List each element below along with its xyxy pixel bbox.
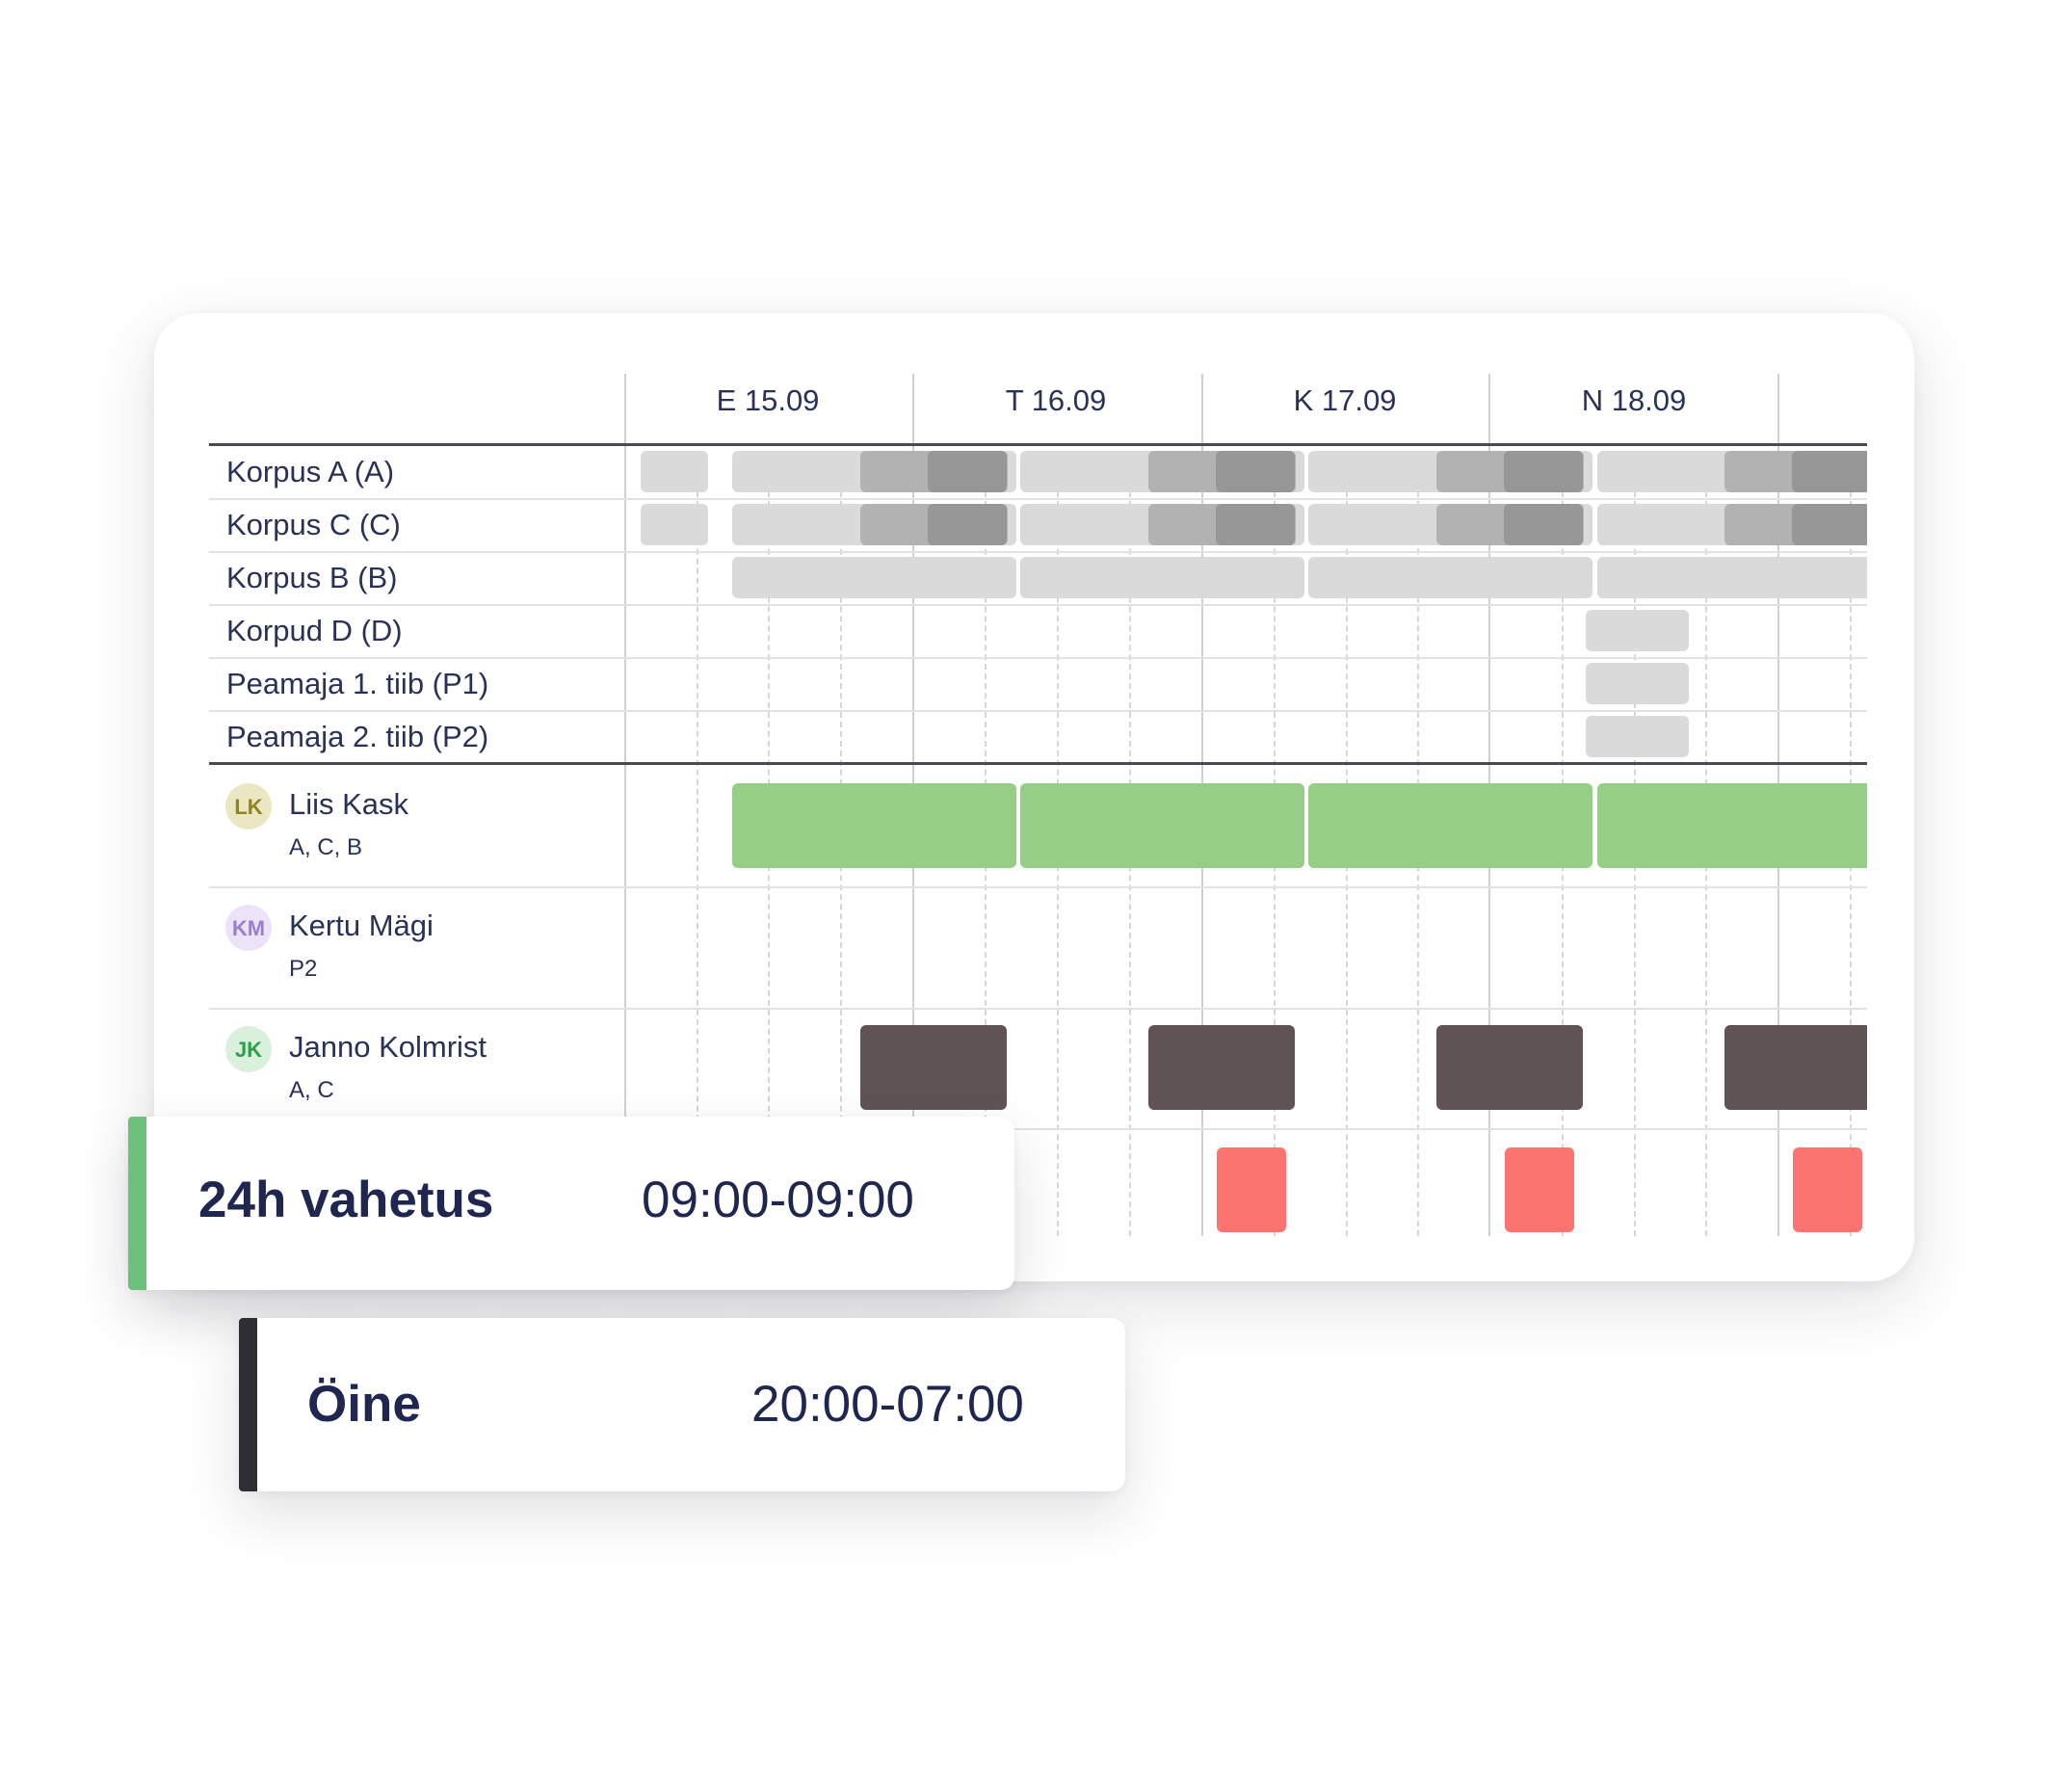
row-divider [209,604,1867,606]
day-header-tue[interactable]: T 16.09 [1005,383,1107,417]
row-divider [209,886,1867,888]
coverage-bar[interactable] [1586,716,1689,757]
header-divider [209,443,1867,446]
coverage-bar[interactable] [1792,504,1867,545]
schedule-grid [209,374,1867,1236]
location-label-c: Korpus C (C) [226,508,401,541]
employee-name[interactable]: Liis Kask [289,787,409,821]
day-header-mon[interactable]: E 15.09 [716,383,820,417]
hour-gridline [697,453,698,1236]
location-label-p2: Peamaja 2. tiib (P2) [226,720,489,753]
shift-block-night[interactable] [1724,1025,1867,1110]
section-divider [209,762,1867,765]
coverage-bar[interactable] [1792,451,1867,492]
row-divider [209,551,1867,553]
coverage-bar[interactable] [1586,610,1689,651]
shift-block-24h[interactable] [1597,783,1867,868]
coverage-bar[interactable] [1504,504,1583,545]
location-label-p1: Peamaja 1. tiib (P1) [226,667,489,700]
row-divider [209,1008,1867,1010]
employee-locations: A, C [289,1077,334,1103]
coverage-bar[interactable] [1597,557,1867,598]
shift-conflict-marker[interactable] [1793,1147,1862,1232]
shift-conflict-marker[interactable] [1217,1147,1286,1232]
coverage-bar[interactable] [928,451,1007,492]
location-label-d: Korpud D (D) [226,614,403,647]
coverage-bar[interactable] [1308,557,1592,598]
shift-color-marker [239,1318,257,1491]
avatar: JK [225,1026,272,1072]
row-divider [209,657,1867,659]
row-divider [209,1128,1867,1130]
coverage-bar[interactable] [928,504,1007,545]
coverage-bar[interactable] [1216,504,1295,545]
shift-type-card-night[interactable]: Öine 20:00-07:00 [239,1318,1125,1491]
coverage-bar[interactable] [1216,451,1295,492]
shift-block-night[interactable] [860,1025,1007,1110]
location-label-b: Korpus B (B) [226,561,398,594]
shift-block-24h[interactable] [1308,783,1592,868]
shift-color-marker [128,1117,146,1290]
location-label-a: Korpus A (A) [226,455,395,488]
shift-type-card-24h[interactable]: 24h vahetus 09:00-09:00 [128,1117,1014,1290]
avatar: KM [225,905,272,951]
day-header-thu[interactable]: N 18.09 [1581,383,1687,417]
shift-type-time: 09:00-09:00 [642,1172,914,1228]
coverage-bar[interactable] [732,557,1016,598]
shift-block-night[interactable] [1436,1025,1583,1110]
shift-type-name: Öine [307,1376,421,1433]
shift-type-time: 20:00-07:00 [751,1376,1024,1433]
row-divider [209,498,1867,500]
shift-block-24h[interactable] [1020,783,1304,868]
employee-name[interactable]: Kertu Mägi [289,909,434,942]
employee-locations: A, C, B [289,834,363,860]
day-header-wed[interactable]: K 17.09 [1293,383,1397,417]
coverage-bar[interactable] [1586,663,1689,704]
row-divider [209,710,1867,712]
coverage-bar[interactable] [1020,557,1304,598]
coverage-bar[interactable] [641,504,708,545]
day-divider [624,374,626,1236]
employee-name[interactable]: Janno Kolmrist [289,1030,487,1064]
shift-type-name: 24h vahetus [198,1172,494,1228]
coverage-bar[interactable] [1504,451,1583,492]
coverage-bar[interactable] [641,451,708,492]
shift-conflict-marker[interactable] [1505,1147,1574,1232]
employee-locations: P2 [289,956,318,982]
avatar: LK [225,783,272,830]
shift-block-night[interactable] [1148,1025,1295,1110]
shift-block-24h[interactable] [732,783,1016,868]
